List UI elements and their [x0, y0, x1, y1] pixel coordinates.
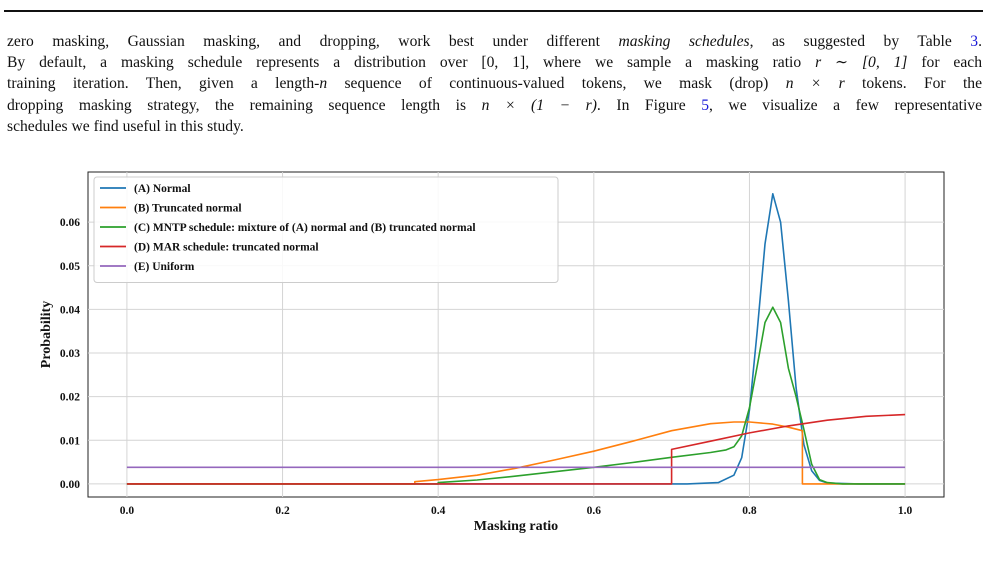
- series-line-c: [126, 306, 906, 485]
- y-axis-label: Probability: [39, 301, 54, 368]
- series-line-b: [126, 421, 906, 485]
- x-tick-label: 0.8: [742, 505, 757, 517]
- series-line-d: [126, 413, 906, 485]
- legend-entry: (E) Uniform: [134, 261, 195, 273]
- legend: (A) Normal (B) Truncated normal (C) MNTP s…: [93, 176, 559, 283]
- legend-entry: (C) MNTP schedule: mixture of (A) normal…: [134, 222, 476, 234]
- x-tick-label: 1.0: [898, 505, 913, 517]
- body-paragraph: zero masking, Gaussian masking, and drop…: [7, 31, 982, 137]
- y-tick-label: 0.00: [60, 479, 80, 491]
- masking-schedule-chart: 0.0 0.2 0.4 0.6 0.8 1.0 0.000.010.020.030.040…: [39, 171, 945, 534]
- y-tick-label: 0.04: [60, 304, 80, 316]
- y-tick-label: 0.06: [60, 217, 80, 229]
- y-tick-label: 0.01: [60, 435, 80, 447]
- table-ref-link[interactable]: 3: [970, 33, 979, 50]
- x-axis-label: Masking ratio: [474, 519, 558, 534]
- x-tick-label: 0.6: [587, 505, 602, 517]
- legend-entry: (A) Normal: [134, 183, 191, 195]
- paragraph-line-5: schedules we find useful in this study.: [7, 117, 244, 135]
- paragraph-line-3: training iteration. Then, given a length…: [7, 75, 982, 93]
- x-tick-label: 0.2: [275, 505, 290, 517]
- legend-entry: (B) Truncated normal: [134, 203, 242, 215]
- figure-ref-link[interactable]: 5: [701, 96, 709, 114]
- legend-box: [93, 176, 559, 283]
- top-rule: [4, 10, 983, 12]
- x-tick-label: 0.4: [431, 505, 446, 517]
- legend-entry: (D) MAR schedule: truncated normal: [134, 242, 319, 254]
- x-ticks: 0.0 0.2 0.4 0.6 0.8 1.0: [120, 505, 913, 517]
- series-group: [126, 192, 906, 485]
- y-tick-label: 0.02: [60, 392, 80, 404]
- y-ticks: 0.00 0.01 0.02 0.03 0.04 0.05 0.06: [60, 217, 80, 491]
- paragraph-line-2: By default, a masking schedule represent…: [7, 54, 982, 72]
- paragraph-line-1: zero masking, Gaussian masking, and drop…: [7, 33, 982, 50]
- paragraph-line-4: dropping masking strategy, the remaining…: [7, 96, 982, 114]
- y-tick-label: 0.03: [60, 348, 80, 360]
- y-tick-label: 0.05: [60, 261, 80, 273]
- x-tick-label: 0.0: [120, 505, 135, 517]
